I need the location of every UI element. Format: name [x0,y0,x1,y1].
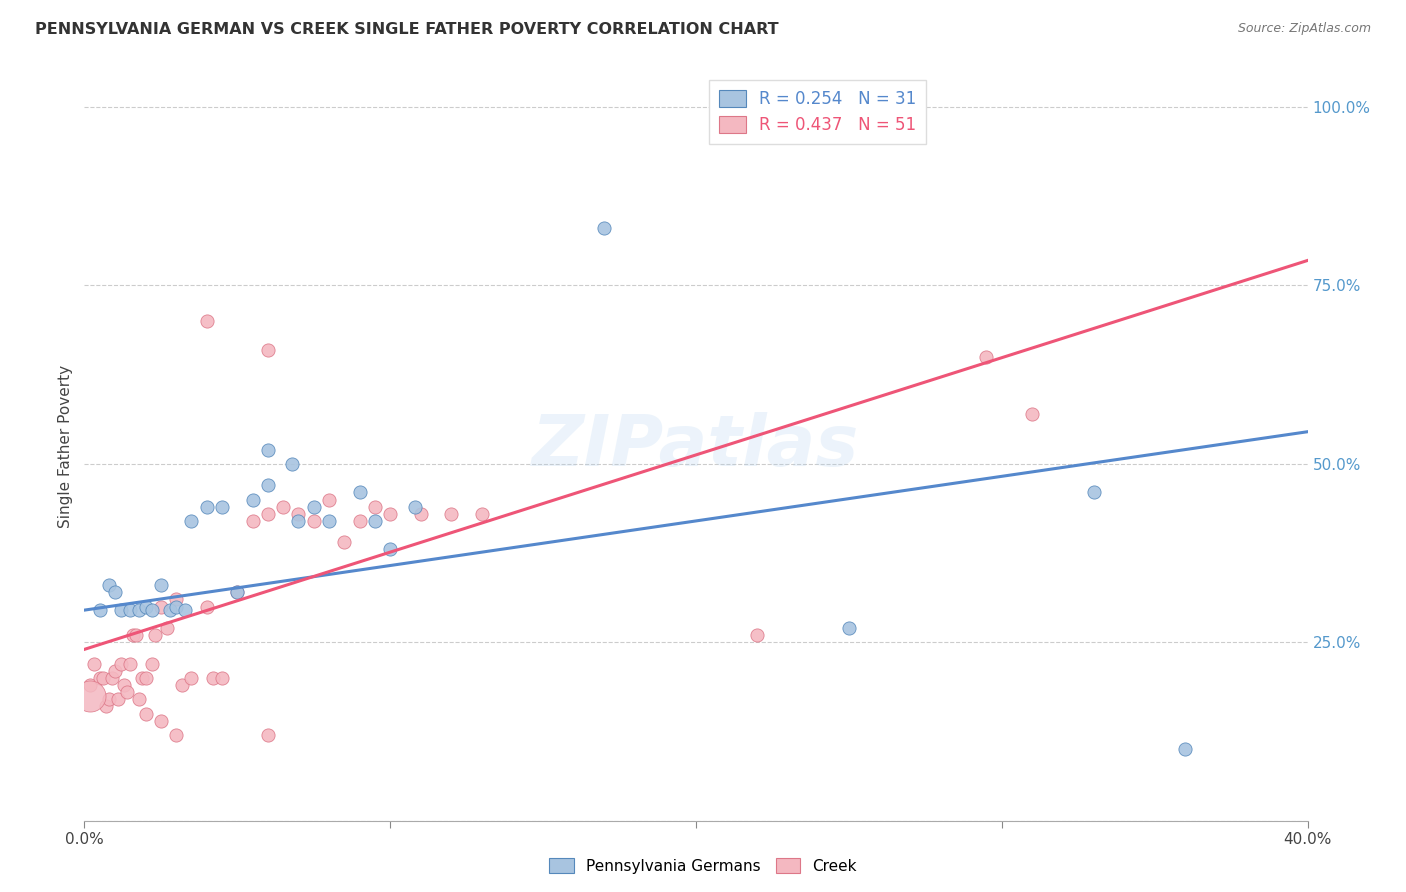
Point [747,628,769,642]
Point [180,514,202,528]
Point [156,621,179,635]
Point [211,500,233,514]
Point [128,603,150,617]
Point [104,664,127,678]
Point [107,692,129,706]
Point [141,657,163,671]
Point [287,507,309,521]
Point [364,514,387,528]
Point [128,692,150,706]
Point [135,706,157,721]
Point [1174,742,1197,756]
Point [122,628,145,642]
Point [143,628,166,642]
Point [226,585,249,599]
Point [141,603,163,617]
Point [226,585,249,599]
Point [110,603,132,617]
Legend: Pennsylvania Germans, Creek: Pennsylvania Germans, Creek [543,852,863,880]
Point [125,628,148,642]
Point [257,728,280,742]
Point [349,514,371,528]
Point [120,657,142,671]
Point [172,678,194,692]
Point [149,714,172,728]
Point [318,514,340,528]
Point [364,500,387,514]
Point [838,621,860,635]
Point [318,492,340,507]
Point [976,350,998,364]
Point [302,500,325,514]
Y-axis label: Single Father Poverty: Single Father Poverty [58,365,73,527]
Point [83,657,105,671]
Point [110,657,132,671]
Point [471,507,494,521]
Legend: R = 0.254   N = 31, R = 0.437   N = 51: R = 0.254 N = 31, R = 0.437 N = 51 [709,79,927,145]
Point [79,678,101,692]
Point [180,671,202,685]
Point [135,599,157,614]
Point [1083,485,1105,500]
Point [89,603,111,617]
Point [380,542,402,557]
Point [287,514,309,528]
Point [149,578,172,592]
Point [115,685,138,699]
Point [120,603,142,617]
Point [271,500,294,514]
Point [380,507,402,521]
Point [440,507,463,521]
Point [333,535,356,549]
Point [281,457,304,471]
Point [242,492,264,507]
Point [165,599,187,614]
Point [97,692,120,706]
Point [104,585,127,599]
Text: Source: ZipAtlas.com: Source: ZipAtlas.com [1237,22,1371,36]
Point [201,671,224,685]
Point [593,221,616,235]
Point [302,514,325,528]
Point [195,500,218,514]
Point [257,478,280,492]
Point [131,671,153,685]
Point [195,599,218,614]
Point [94,699,117,714]
Point [242,514,264,528]
Point [91,671,114,685]
Point [97,578,120,592]
Point [409,507,432,521]
Point [165,592,187,607]
Point [159,603,181,617]
Point [174,603,197,617]
Point [211,671,233,685]
Point [257,507,280,521]
Point [101,671,124,685]
Text: PENNSYLVANIA GERMAN VS CREEK SINGLE FATHER POVERTY CORRELATION CHART: PENNSYLVANIA GERMAN VS CREEK SINGLE FATH… [35,22,779,37]
Point [195,314,218,328]
Point [112,678,135,692]
Point [79,689,101,703]
Point [257,442,280,457]
Point [1021,407,1043,421]
Point [135,671,157,685]
Point [89,671,111,685]
Point [404,500,426,514]
Text: ZIPatlas: ZIPatlas [533,411,859,481]
Point [165,728,187,742]
Point [149,599,172,614]
Point [257,343,280,357]
Point [349,485,371,500]
